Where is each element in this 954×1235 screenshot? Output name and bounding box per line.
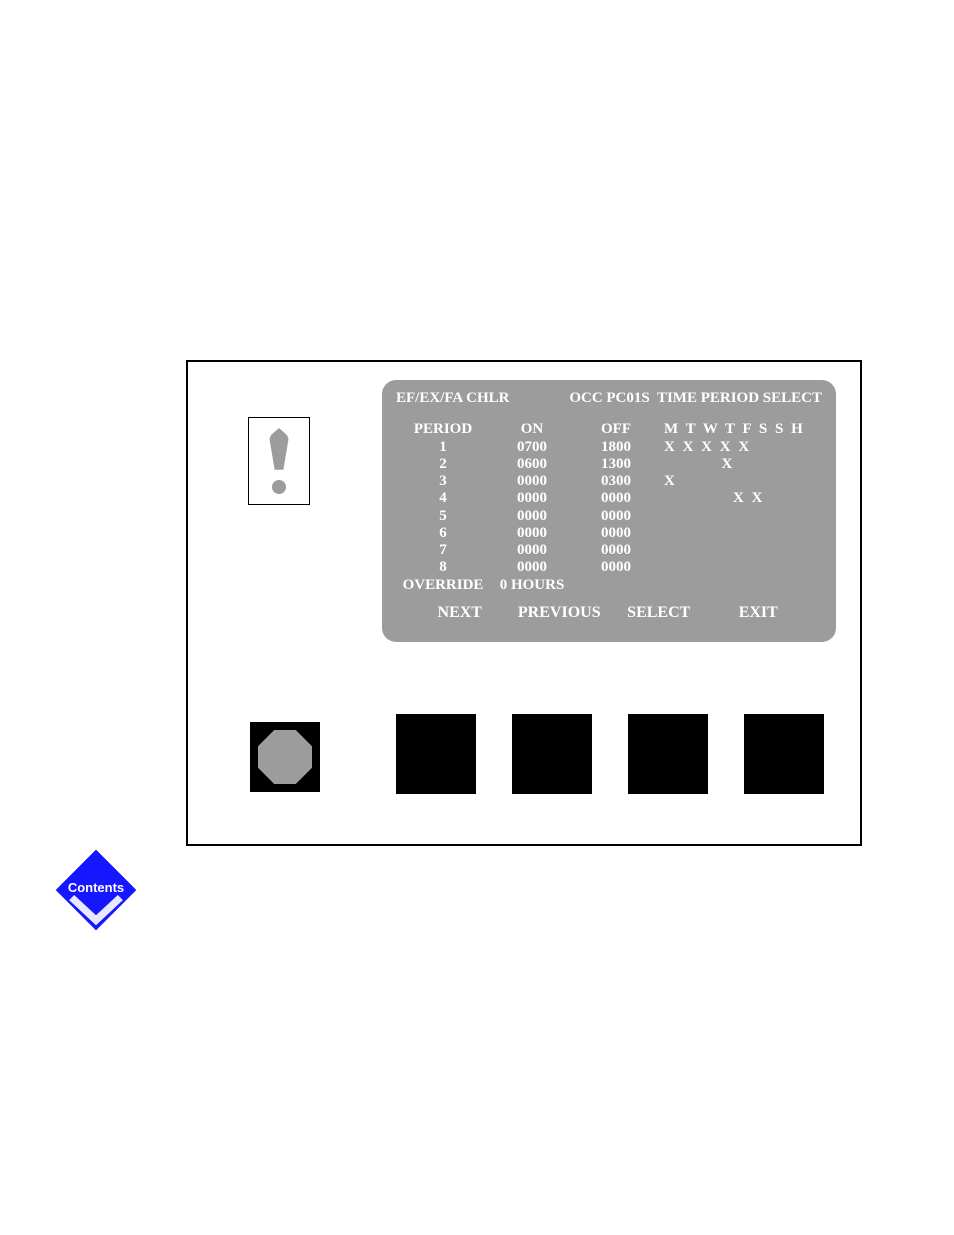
cell-off: 0000 (574, 559, 658, 576)
contents-badge[interactable]: Contents (54, 848, 138, 932)
cell-days (658, 525, 822, 542)
contents-label: Contents (54, 880, 138, 895)
override-row: OVERRIDE 0 HOURS (396, 577, 822, 594)
page: EF/EX/FA CHLR OCC PC01S TIME PERIOD SELE… (0, 0, 954, 1235)
cell-on: 0000 (490, 542, 574, 559)
cell-on: 0000 (490, 508, 574, 525)
cell-off: 0000 (574, 525, 658, 542)
cell-off: 1800 (574, 439, 658, 456)
cell-period: 8 (396, 559, 490, 576)
alert-indicator (248, 417, 310, 505)
col-on: ON (490, 421, 574, 438)
cell-off: 0000 (574, 508, 658, 525)
cell-period: 5 (396, 508, 490, 525)
table-row: 5 0000 0000 (396, 508, 822, 525)
softkey-next: NEXT (410, 604, 510, 622)
softkey-row: NEXT PREVIOUS SELECT EXIT (410, 604, 808, 622)
select-button[interactable] (628, 714, 708, 794)
softkey-exit: EXIT (709, 604, 809, 622)
override-blank1 (574, 577, 658, 594)
col-period: PERIOD (396, 421, 490, 438)
cell-on: 0000 (490, 490, 574, 507)
schedule-table: PERIOD ON OFF M T W T F S S H 1 0700 180… (396, 421, 822, 594)
display-title-row: EF/EX/FA CHLR OCC PC01S TIME PERIOD SELE… (396, 390, 822, 407)
cell-period: 1 (396, 439, 490, 456)
cell-period: 6 (396, 525, 490, 542)
table-row: 8 0000 0000 (396, 559, 822, 576)
exclamation-dot-icon (272, 480, 286, 494)
table-row: 6 0000 0000 (396, 525, 822, 542)
table-header-row: PERIOD ON OFF M T W T F S S H (396, 421, 822, 438)
cell-days (658, 559, 822, 576)
stop-octagon-icon (258, 730, 312, 784)
stop-button[interactable] (250, 722, 320, 792)
previous-button[interactable] (512, 714, 592, 794)
exclamation-icon (268, 428, 290, 472)
cell-period: 7 (396, 542, 490, 559)
col-days: M T W T F S S H (658, 421, 822, 438)
table-row: 2 0600 1300 X (396, 456, 822, 473)
cell-off: 0000 (574, 490, 658, 507)
control-panel-frame: EF/EX/FA CHLR OCC PC01S TIME PERIOD SELE… (186, 360, 862, 846)
override-label: OVERRIDE (396, 577, 490, 594)
softkey-previous: PREVIOUS (510, 604, 610, 622)
cell-on: 0000 (490, 559, 574, 576)
exit-button[interactable] (744, 714, 824, 794)
next-button[interactable] (396, 714, 476, 794)
title-left: EF/EX/FA CHLR (396, 390, 509, 407)
title-right: OCC PC01S TIME PERIOD SELECT (569, 390, 822, 407)
display-content: EF/EX/FA CHLR OCC PC01S TIME PERIOD SELE… (396, 390, 822, 632)
cell-off: 0300 (574, 473, 658, 490)
cell-period: 4 (396, 490, 490, 507)
override-value: 0 HOURS (490, 577, 574, 594)
cell-days (658, 508, 822, 525)
lcd-display: EF/EX/FA CHLR OCC PC01S TIME PERIOD SELE… (382, 380, 836, 642)
cell-days: X (658, 473, 822, 490)
cell-period: 3 (396, 473, 490, 490)
col-off: OFF (574, 421, 658, 438)
cell-on: 0000 (490, 473, 574, 490)
cell-on: 0600 (490, 456, 574, 473)
cell-days (658, 542, 822, 559)
softkey-select: SELECT (609, 604, 709, 622)
cell-period: 2 (396, 456, 490, 473)
cell-days: X (658, 456, 822, 473)
override-blank2 (658, 577, 822, 594)
cell-days: X X (658, 490, 822, 507)
cell-on: 0000 (490, 525, 574, 542)
table-row: 3 0000 0300 X (396, 473, 822, 490)
cell-on: 0700 (490, 439, 574, 456)
table-row: 7 0000 0000 (396, 542, 822, 559)
table-row: 1 0700 1800 X X X X X (396, 439, 822, 456)
cell-off: 0000 (574, 542, 658, 559)
button-row (396, 714, 824, 794)
table-row: 4 0000 0000 X X (396, 490, 822, 507)
cell-days: X X X X X (658, 439, 822, 456)
cell-off: 1300 (574, 456, 658, 473)
